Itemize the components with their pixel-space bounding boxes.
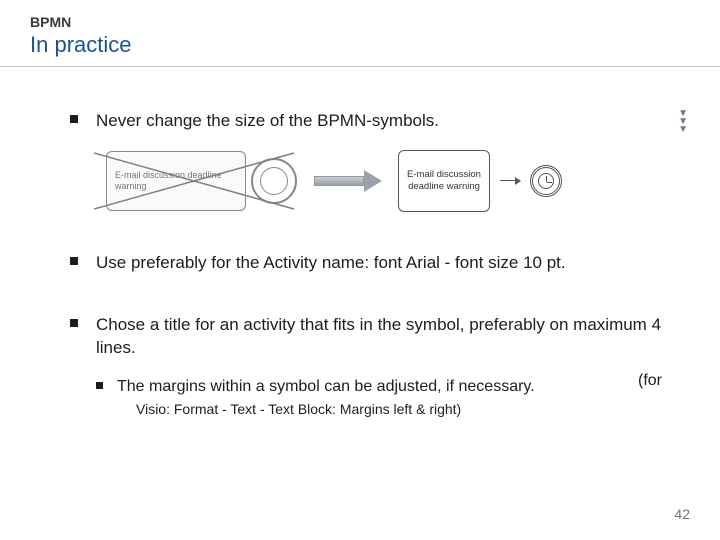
bullet-text: Chose a title for an activity that fits … (96, 313, 662, 361)
correct-size-example: E-mail discussion deadline warning (398, 150, 562, 212)
clock-icon (538, 173, 554, 189)
timer-event-correct (530, 165, 562, 197)
decoration-chevrons: ▼ ▼ ▼ (678, 110, 688, 134)
bullet-text: Use preferably for the Activity name: fo… (96, 251, 566, 275)
bullet-square-icon (70, 319, 78, 327)
sub-bullet-text: The margins within a symbol can be adjus… (117, 376, 535, 398)
bullet-square-icon (70, 257, 78, 265)
bullet-item: Use preferably for the Activity name: fo… (70, 251, 662, 275)
bullet-text: Never change the size of the BPMN-symbol… (96, 109, 439, 133)
bpmn-diagram-example: E-mail discussion deadline warning E-mai… (100, 147, 662, 215)
inline-note: (for (638, 372, 662, 390)
activity-box-correct: E-mail discussion deadline warning (398, 150, 490, 212)
wrong-size-example: E-mail discussion deadline warning (100, 147, 298, 215)
bullet-item: Chose a title for an activity that fits … (70, 313, 662, 361)
activity-box-wrong: E-mail discussion deadline warning (106, 151, 246, 211)
bullet-item: Never change the size of the BPMN-symbol… (70, 109, 662, 133)
sub-note: Visio: Format - Text - Text Block: Margi… (136, 401, 662, 417)
slide-content: Never change the size of the BPMN-symbol… (0, 67, 720, 417)
chevron-down-icon: ▼ (678, 126, 688, 134)
page-number: 42 (674, 506, 690, 522)
sub-bullet-item: The margins within a symbol can be adjus… (96, 376, 626, 398)
slide-header: BPMN In practice (0, 0, 720, 67)
bullet-square-icon (96, 382, 103, 389)
bullet-square-icon (70, 115, 78, 123)
arrow-right-icon (314, 172, 382, 190)
timer-event-wrong (256, 157, 292, 205)
sequence-flow-icon (500, 180, 520, 181)
header-topic: BPMN (30, 14, 720, 30)
header-title: In practice (30, 32, 720, 58)
